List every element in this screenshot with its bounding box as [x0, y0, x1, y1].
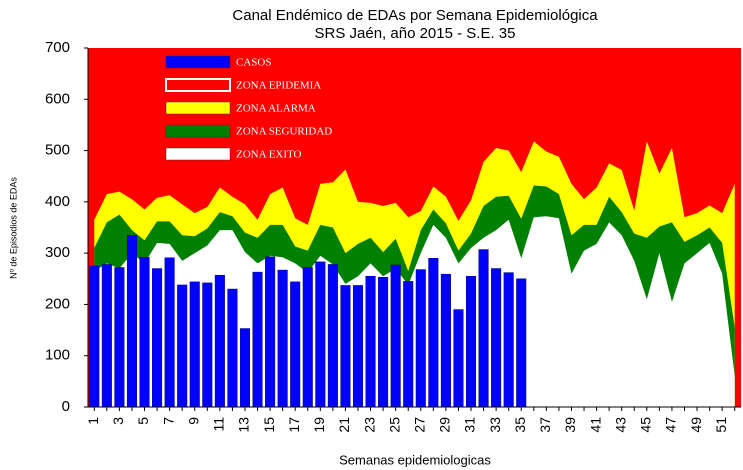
bar [252, 271, 263, 408]
x-tick-label: 15 [261, 417, 277, 433]
bar [390, 264, 401, 408]
bar [265, 256, 276, 408]
y-tick-label: 400 [45, 193, 70, 210]
bar [202, 282, 213, 408]
legend-label: ZONA SEGURIDAD [236, 126, 332, 138]
x-tick-label: 21 [336, 417, 352, 433]
bar [126, 234, 137, 408]
bar [214, 274, 225, 408]
bar [340, 285, 351, 408]
bar [89, 265, 100, 408]
bar [277, 269, 288, 408]
x-axis-label: Semanas epidemiologicas [339, 452, 491, 467]
bar [453, 309, 464, 408]
legend-swatch [165, 124, 231, 138]
x-tick-label: 51 [713, 417, 729, 433]
bar [152, 268, 163, 408]
chart-subtitle: SRS Jaén, año 2015 - S.E. 35 [315, 25, 516, 42]
bar [365, 275, 376, 408]
x-tick-label: 41 [587, 417, 603, 433]
legend-label: ZONA EPIDEMIA [236, 80, 321, 92]
x-tick-label: 33 [487, 417, 503, 433]
legend-swatch [165, 55, 231, 69]
x-tick-label: 13 [236, 417, 252, 433]
legend-label: ZONA EXITO [236, 149, 302, 161]
y-tick-label: 600 [45, 90, 70, 107]
legend-label: CASOS [236, 57, 271, 69]
bar [101, 264, 112, 408]
x-tick-label: 27 [411, 417, 427, 433]
bar [378, 276, 389, 408]
x-tick-label: 9 [185, 417, 201, 425]
y-tick-label: 700 [45, 39, 70, 56]
x-tick-label: 49 [688, 417, 704, 433]
y-tick-label: 0 [62, 398, 70, 415]
bar [302, 267, 313, 408]
x-tick-label: 31 [462, 417, 478, 433]
x-tick-label: 25 [386, 417, 402, 433]
y-axis-label: Nº de Episodios de EDAs [8, 177, 18, 279]
bar [478, 249, 489, 408]
bar [239, 328, 250, 408]
x-tick-label: 29 [437, 417, 453, 433]
bar [503, 272, 514, 408]
bar [415, 269, 426, 408]
x-tick-label: 39 [562, 417, 578, 433]
bar [164, 257, 175, 408]
x-tick-label: 43 [612, 417, 628, 433]
x-tick-label: 37 [537, 417, 553, 433]
y-tick-label: 500 [45, 142, 70, 159]
x-tick-label: 45 [638, 417, 654, 433]
legend-swatch [165, 147, 231, 161]
x-tick-label: 7 [160, 417, 176, 425]
bar [139, 256, 150, 408]
legend-swatch [165, 78, 231, 92]
x-tick-label: 5 [135, 417, 151, 425]
x-tick-label: 11 [211, 417, 227, 432]
bar [315, 261, 326, 408]
legend-swatch [165, 101, 231, 115]
bar [516, 278, 527, 408]
x-tick-label: 23 [361, 417, 377, 433]
x-tick-label: 47 [663, 417, 679, 433]
bar [189, 281, 200, 408]
bar [403, 281, 414, 408]
bar [352, 285, 364, 408]
y-tick-label: 100 [45, 347, 70, 364]
legend-label: ZONA ALARMA [236, 103, 316, 115]
y-tick-label: 300 [45, 244, 70, 261]
bar [227, 288, 238, 408]
x-tick-label: 17 [286, 417, 302, 433]
bar [290, 281, 301, 408]
bar [114, 267, 125, 408]
bar [327, 264, 338, 408]
chart-title: Canal Endémico de EDAs por Semana Epidem… [232, 7, 598, 24]
bar [428, 258, 439, 408]
x-tick-label: 3 [110, 417, 126, 425]
y-tick-label: 200 [45, 295, 70, 312]
bar [177, 284, 188, 408]
bar [465, 275, 477, 408]
x-tick-label: 35 [512, 417, 528, 433]
x-tick-label: 1 [85, 417, 101, 425]
bar [491, 268, 502, 408]
bar [440, 273, 451, 408]
x-tick-label: 19 [311, 417, 327, 433]
